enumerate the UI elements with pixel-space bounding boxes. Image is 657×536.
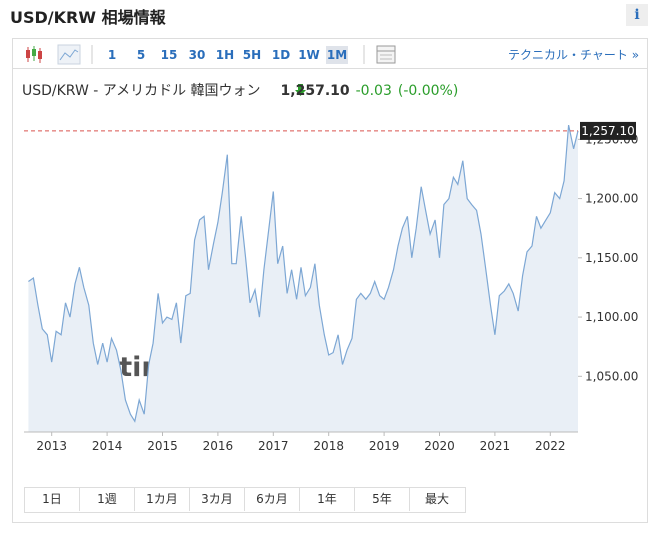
interval-button[interactable]: 1D [271, 48, 291, 62]
info-button[interactable]: i [626, 4, 648, 26]
range-button[interactable]: 1年 [300, 487, 355, 511]
x-tick-label: 2018 [313, 439, 344, 453]
price: 1,257.10 [280, 83, 350, 99]
technical-link[interactable]: テクニカル・チャート » [508, 48, 640, 62]
pair-name: USD/KRW - アメリカドル 韓国ウォン [22, 83, 261, 99]
last-price-label: 1,257.10 [581, 124, 634, 138]
area [28, 125, 578, 432]
y-tick-label: 1,050.00 [585, 369, 638, 383]
x-tick-label: 2022 [535, 439, 566, 453]
range-button[interactable]: 1週 [80, 487, 135, 511]
x-tick-label: 2020 [424, 439, 455, 453]
widget-frame [12, 38, 648, 523]
page-title: USD/KRW 相場情報 [10, 8, 166, 27]
area-icon[interactable] [57, 44, 81, 65]
y-tick-label: 1,100.00 [585, 310, 638, 324]
change: -0.03 [355, 83, 392, 99]
range-button[interactable]: 1カ月 [135, 487, 190, 511]
last-price-box [580, 121, 636, 140]
price-line [28, 124, 579, 423]
x-tick-label: 2019 [369, 439, 400, 453]
range-button[interactable]: 1日 [25, 487, 80, 511]
interval-button[interactable]: 1W [298, 48, 320, 62]
quote-line: USD/KRW - アメリカドル 韓国ウォン 1,257.10 -0.03 (-0.0… [22, 80, 458, 100]
x-tick-label: 2013 [36, 439, 67, 453]
down-arrow [295, 84, 306, 96]
y-tick-label: 1,200.00 [585, 192, 638, 206]
interval-button[interactable]: 1 [107, 48, 117, 62]
y-tick-label: 1,150.00 [585, 251, 638, 265]
interval-button[interactable]: 30 [188, 48, 206, 62]
interval-button[interactable]: 1M [326, 46, 348, 64]
x-tick-label: 2015 [147, 439, 178, 453]
interval-button[interactable]: 1H [215, 48, 235, 62]
candle-icon[interactable] [26, 46, 42, 63]
interval-button[interactable]: 15 [160, 48, 178, 62]
toolbar [13, 39, 647, 69]
range-button[interactable]: 3カ月 [190, 487, 245, 511]
table-icon[interactable] [376, 45, 396, 64]
x-tick-label: 2014 [92, 439, 123, 453]
x-tick-label: 2017 [258, 439, 289, 453]
range-button[interactable]: 5年 [355, 487, 410, 511]
change-pct: (-0.00%) [397, 83, 459, 99]
x-tick-label: 2016 [203, 439, 234, 453]
range-bar [24, 487, 466, 513]
range-button[interactable]: 最大 [424, 492, 449, 506]
interval-button[interactable]: 5H [242, 48, 262, 62]
x-tick-label: 2021 [480, 439, 511, 453]
interval-button[interactable]: 5 [136, 48, 146, 62]
range-button[interactable]: 6カ月 [245, 487, 300, 511]
